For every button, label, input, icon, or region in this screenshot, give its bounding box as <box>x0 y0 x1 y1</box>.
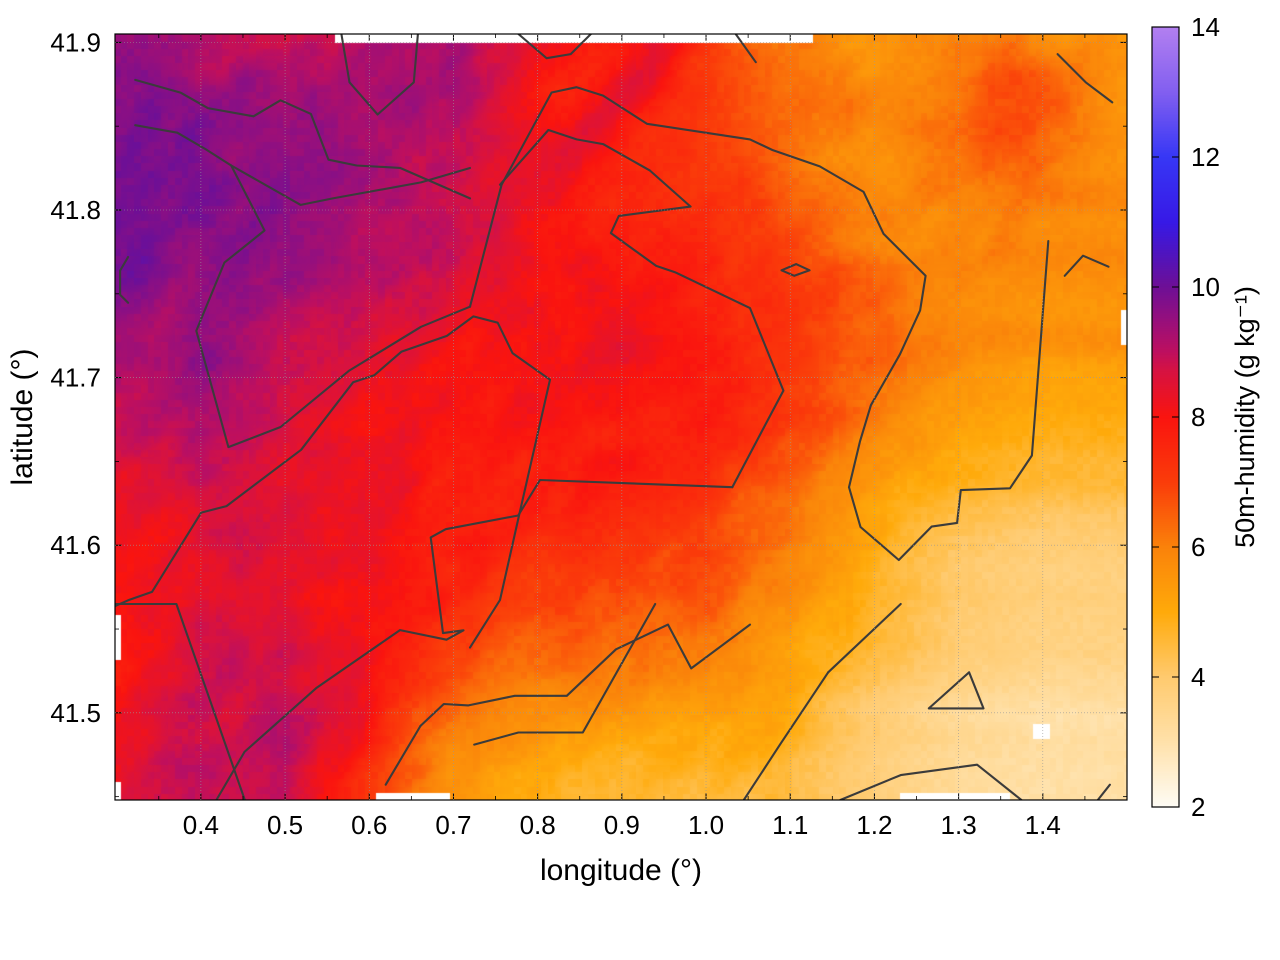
svg-text:0.9: 0.9 <box>604 810 640 840</box>
svg-text:10: 10 <box>1191 272 1220 302</box>
svg-text:41.5: 41.5 <box>50 698 101 728</box>
svg-text:4: 4 <box>1191 662 1205 692</box>
svg-text:0.8: 0.8 <box>520 810 556 840</box>
svg-text:1.4: 1.4 <box>1025 810 1061 840</box>
svg-text:50m-humidity (g kg⁻¹): 50m-humidity (g kg⁻¹) <box>1230 286 1260 548</box>
svg-text:0.7: 0.7 <box>435 810 471 840</box>
svg-text:41.6: 41.6 <box>50 530 101 560</box>
svg-text:1.0: 1.0 <box>688 810 724 840</box>
svg-text:1.1: 1.1 <box>772 810 808 840</box>
svg-text:14: 14 <box>1191 12 1220 42</box>
svg-text:6: 6 <box>1191 532 1205 562</box>
svg-text:longitude (°): longitude (°) <box>540 854 702 887</box>
svg-text:0.5: 0.5 <box>267 810 303 840</box>
svg-text:12: 12 <box>1191 142 1220 172</box>
svg-text:41.7: 41.7 <box>50 363 101 393</box>
svg-text:41.8: 41.8 <box>50 195 101 225</box>
svg-text:1.2: 1.2 <box>856 810 892 840</box>
svg-text:1.3: 1.3 <box>941 810 977 840</box>
svg-text:latitude (°): latitude (°) <box>6 348 39 485</box>
svg-text:0.4: 0.4 <box>183 810 219 840</box>
svg-text:2: 2 <box>1191 792 1205 822</box>
svg-text:0.6: 0.6 <box>351 810 387 840</box>
svg-text:8: 8 <box>1191 402 1205 432</box>
svg-text:41.9: 41.9 <box>50 27 101 57</box>
